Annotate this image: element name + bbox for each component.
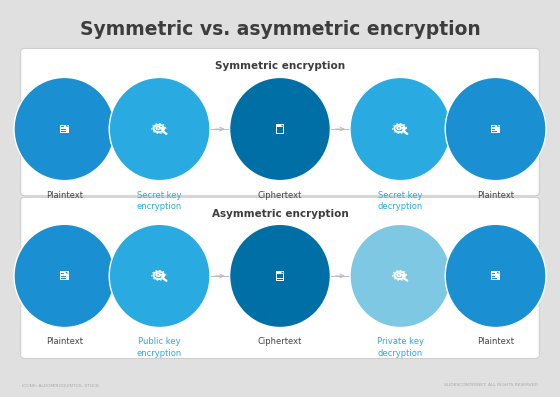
Bar: [492, 278, 497, 279]
Ellipse shape: [230, 224, 330, 328]
Text: Ciphertext: Ciphertext: [258, 191, 302, 200]
Text: Ciphertext: Ciphertext: [258, 337, 302, 347]
Bar: [277, 130, 279, 131]
Bar: [281, 127, 283, 128]
Bar: [492, 129, 496, 130]
Bar: [276, 124, 284, 134]
Bar: [279, 279, 281, 280]
Bar: [277, 277, 279, 278]
Bar: [61, 131, 66, 132]
Polygon shape: [66, 125, 69, 127]
Bar: [61, 275, 66, 276]
Bar: [279, 275, 281, 277]
Bar: [277, 128, 279, 130]
Bar: [281, 275, 283, 277]
Polygon shape: [282, 124, 284, 126]
Bar: [281, 130, 283, 131]
Bar: [279, 130, 281, 131]
Text: ICONS: ALDOMIROQUINTOS, STOCK: ICONS: ALDOMIROQUINTOS, STOCK: [22, 383, 99, 387]
Bar: [61, 128, 66, 129]
Text: Private key
decryption: Private key decryption: [377, 337, 424, 358]
Polygon shape: [497, 125, 500, 127]
Bar: [279, 127, 281, 128]
Bar: [491, 272, 500, 280]
Bar: [279, 277, 281, 278]
Ellipse shape: [445, 224, 546, 328]
Bar: [61, 278, 66, 279]
Bar: [279, 128, 281, 130]
Bar: [276, 271, 284, 281]
Bar: [279, 132, 281, 133]
Text: Secret key
decryption: Secret key decryption: [378, 191, 423, 211]
Ellipse shape: [14, 77, 115, 181]
Ellipse shape: [109, 224, 210, 328]
Ellipse shape: [445, 77, 546, 181]
Text: Symmetric encryption: Symmetric encryption: [215, 60, 345, 71]
Bar: [492, 126, 494, 127]
Ellipse shape: [230, 77, 330, 181]
Bar: [492, 131, 497, 132]
Bar: [281, 279, 283, 280]
Bar: [277, 132, 279, 133]
Bar: [281, 128, 283, 130]
Bar: [492, 273, 494, 274]
Bar: [281, 132, 283, 133]
Bar: [60, 272, 69, 280]
Text: SLIDESCONTERNET. ALL RIGHTS RESERVED: SLIDESCONTERNET. ALL RIGHTS RESERVED: [444, 383, 538, 387]
Bar: [61, 273, 64, 274]
Ellipse shape: [350, 224, 451, 328]
Text: Plaintext: Plaintext: [46, 337, 83, 347]
Ellipse shape: [14, 224, 115, 328]
Ellipse shape: [109, 77, 210, 181]
Bar: [492, 276, 496, 277]
Bar: [281, 274, 283, 275]
Text: Plaintext: Plaintext: [477, 191, 514, 200]
Bar: [277, 274, 279, 275]
Ellipse shape: [350, 77, 451, 181]
Bar: [277, 127, 279, 128]
Bar: [279, 274, 281, 275]
Text: Plaintext: Plaintext: [477, 337, 514, 347]
Bar: [277, 279, 279, 280]
Bar: [60, 125, 69, 133]
FancyBboxPatch shape: [21, 48, 539, 196]
Bar: [281, 277, 283, 278]
Polygon shape: [282, 271, 284, 273]
Text: Public key
encryption: Public key encryption: [137, 337, 182, 358]
Polygon shape: [497, 272, 500, 274]
Bar: [492, 275, 498, 276]
Bar: [61, 129, 66, 130]
Bar: [61, 276, 66, 277]
FancyBboxPatch shape: [21, 197, 539, 358]
Bar: [491, 125, 500, 133]
Text: Plaintext: Plaintext: [46, 191, 83, 200]
Text: Symmetric vs. asymmetric encryption: Symmetric vs. asymmetric encryption: [80, 20, 480, 39]
Polygon shape: [66, 272, 69, 274]
Text: Asymmetric encryption: Asymmetric encryption: [212, 209, 348, 220]
Bar: [277, 275, 279, 277]
Text: Secret key
encryption: Secret key encryption: [137, 191, 182, 211]
Bar: [492, 128, 498, 129]
Bar: [61, 126, 64, 127]
